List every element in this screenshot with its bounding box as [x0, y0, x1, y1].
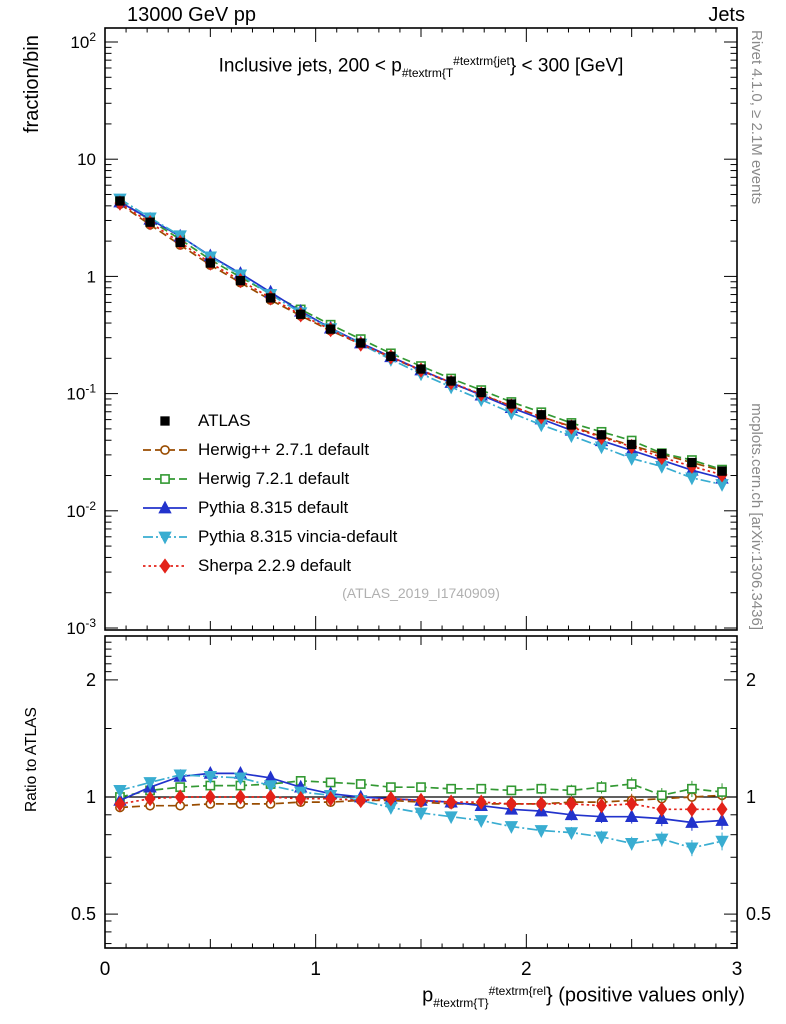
legend-item-herwigpp: Herwig++ 2.7.1 default: [142, 435, 397, 464]
legend-marker-pythia-default: [143, 500, 187, 513]
legend-label-atlas: ATLAS: [198, 410, 251, 430]
legend: ATLAS Herwig++ 2.7.1 default Herwig 7.2.…: [142, 406, 397, 580]
plot-title: Inclusive jets, 200 < p#textrm{T#textrm{…: [105, 54, 737, 80]
plot-title-sub: #textrm{T: [401, 65, 454, 80]
x-axis-label-sup: #textrm{rel: [488, 984, 547, 998]
svg-text:10: 10: [77, 150, 96, 169]
legend-item-atlas: ATLAS: [142, 406, 397, 435]
legend-item-pythia-vincia: Pythia 8.315 vincia-default: [142, 522, 397, 551]
legend-label-pythia-default: Pythia 8.315 default: [198, 497, 349, 517]
svg-text:1: 1: [310, 959, 321, 980]
plot-title-sup: #textrm{jet: [453, 54, 510, 68]
legend-marker-herwig7: [143, 473, 187, 484]
svg-text:102: 102: [70, 30, 96, 52]
legend-marker-sherpa: [143, 557, 187, 574]
legend-marker-pythia-vincia: [143, 531, 187, 544]
legend-item-sherpa: Sherpa 2.2.9 default: [142, 551, 397, 580]
legend-marker-herwigpp: [143, 444, 187, 455]
svg-text:1: 1: [86, 787, 96, 807]
plot-title-post: } < 300 [GeV]: [509, 55, 624, 77]
svg-text:2: 2: [86, 670, 96, 690]
ratio-series-sherpa: [114, 789, 728, 819]
rivet-version-note: Rivet 4.1.0, ≥ 2.1M events: [748, 30, 765, 204]
main-series: [113, 193, 729, 492]
svg-text:0.5: 0.5: [746, 904, 771, 924]
legend-marker-atlas: [160, 415, 170, 426]
analysis-id-watermark: (ATLAS_2019_I1740909): [342, 585, 500, 601]
ratio-series: [113, 765, 729, 857]
svg-text:2: 2: [521, 959, 532, 980]
beam-energy-label: 13000 GeV pp: [127, 4, 256, 26]
legend-label-pythia-vincia: Pythia 8.315 vincia-default: [198, 526, 398, 546]
mcplots-arxiv-note: mcplots.cern.ch [arXiv:1306.3436]: [748, 403, 765, 630]
svg-text:1: 1: [746, 787, 756, 807]
svg-text:10-1: 10-1: [66, 382, 96, 404]
plot-title-pre: Inclusive jets, 200 < p: [218, 55, 402, 77]
ratio-y-axis-title: Ratio to ATLAS: [23, 707, 40, 812]
analysis-group-label: Jets: [708, 4, 745, 26]
svg-text:0.5: 0.5: [71, 904, 96, 924]
legend-item-herwig7: Herwig 7.2.1 default: [142, 464, 397, 493]
tick-labels: 102 10 1 10-1 10-2 10-3 2 2 1 1 0.5 0.5 0 1 2 3: [66, 30, 771, 980]
x-axis-label-base: p: [422, 984, 434, 1007]
svg-text:10-2: 10-2: [66, 499, 96, 521]
main-y-axis-title: fraction/bin: [21, 35, 43, 133]
x-axis-label: p#textrm{T}#textrm{rel} (positive values…: [422, 984, 745, 1010]
svg-text:2: 2: [746, 670, 756, 690]
svg-text:0: 0: [100, 959, 111, 980]
x-axis-label-sub: #textrm{T}: [433, 995, 489, 1010]
svg-text:10-3: 10-3: [66, 616, 96, 638]
legend-label-sherpa: Sherpa 2.2.9 default: [198, 555, 352, 575]
svg-text:3: 3: [732, 959, 743, 980]
legend-label-herwigpp: Herwig++ 2.7.1 default: [198, 439, 370, 459]
svg-text:1: 1: [87, 267, 96, 286]
main-series-atlas-top: [115, 196, 727, 476]
legend-item-pythia-default: Pythia 8.315 default: [142, 493, 397, 522]
x-axis-label-post: } (positive values only): [546, 984, 745, 1007]
ratio-series-pythia-vincia: [113, 769, 729, 857]
legend-label-herwig7: Herwig 7.2.1 default: [198, 468, 350, 488]
